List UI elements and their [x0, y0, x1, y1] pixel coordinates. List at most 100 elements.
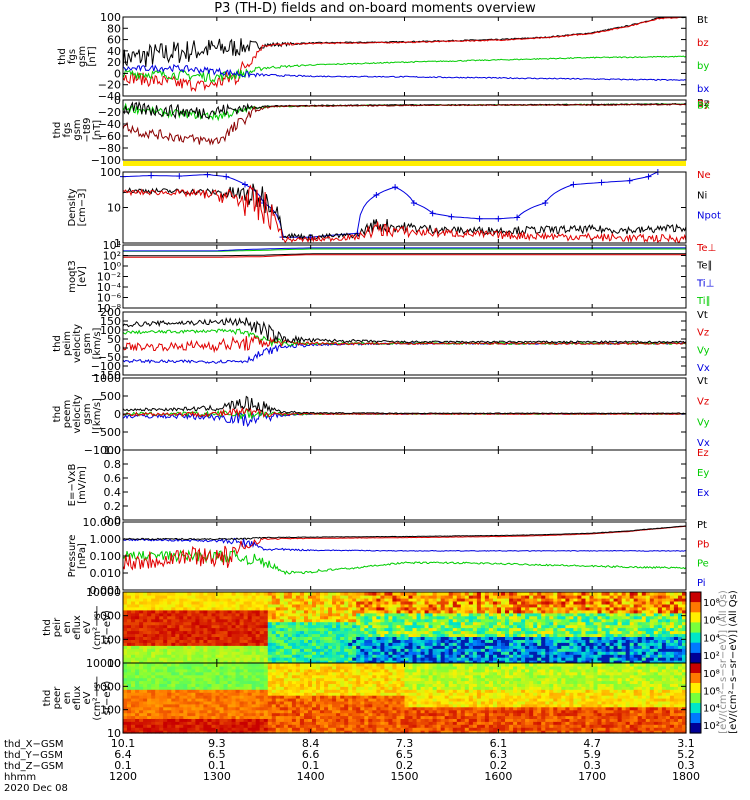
spectrogram-cell	[340, 592, 345, 596]
spectrogram-cell	[609, 595, 615, 599]
spectrogram-cell	[336, 648, 341, 652]
spectrogram-cell	[665, 654, 671, 658]
spectrogram-cell	[255, 695, 261, 699]
spectrogram-cell	[344, 660, 349, 664]
spectrogram-cell	[332, 595, 337, 599]
spectrogram-cell	[183, 700, 188, 705]
spectrogram-cell	[525, 615, 530, 620]
spectrogram-cell	[159, 603, 164, 608]
spectrogram-cell	[436, 639, 442, 643]
spectrogram-cell	[404, 627, 410, 632]
spectrogram-cell	[207, 654, 212, 658]
spectrogram-cell	[251, 660, 257, 664]
y-axis-label: [mV/m]	[77, 466, 88, 504]
spectrogram-cell	[251, 695, 257, 699]
spectrogram-cell	[191, 618, 196, 623]
spectrogram-cell	[501, 627, 506, 632]
spectrogram-cell	[332, 592, 337, 596]
spectrogram-cell	[436, 648, 442, 652]
spectrogram-cell	[255, 627, 261, 632]
spectrogram-cell	[283, 660, 289, 664]
spectrogram-cell	[183, 665, 188, 670]
spectrogram-cell	[673, 630, 679, 635]
spectrogram-cell	[460, 597, 466, 602]
spectrogram-cell	[123, 627, 128, 632]
spectrogram-cell	[388, 642, 393, 646]
spectrogram-cell	[665, 621, 671, 626]
spectrogram-cell	[332, 660, 337, 664]
spectrogram-cell	[621, 615, 627, 620]
spectrogram-cell	[509, 660, 514, 664]
spectrogram-cell	[605, 651, 611, 655]
spectrogram-cell	[308, 721, 313, 725]
spectrogram-cell	[637, 603, 643, 608]
spectrogram-cell	[159, 680, 164, 684]
spectrogram-cell	[637, 642, 643, 646]
spectrogram-cell	[408, 595, 414, 599]
spectrogram-cell	[360, 624, 365, 629]
spectrogram-cell	[601, 621, 607, 626]
spectrogram-cell	[645, 595, 651, 599]
spectrogram-cell	[131, 663, 136, 667]
spectrogram-cell	[211, 615, 217, 620]
spectrogram-cell	[235, 597, 241, 602]
spectrogram-cell	[456, 612, 462, 617]
spectrogram-cell	[279, 651, 285, 655]
spectrogram-cell	[259, 595, 265, 599]
spectrogram-cell	[613, 621, 619, 626]
spectrogram-cell	[155, 600, 160, 605]
spectrogram-cell	[215, 621, 221, 626]
spectrogram-cell	[231, 639, 237, 643]
spectrogram-cell	[187, 718, 192, 722]
spectrogram-cell	[525, 612, 530, 617]
spectrogram-cell	[219, 689, 225, 693]
spectrogram-cell	[263, 606, 269, 611]
spectrogram-cell	[468, 621, 474, 626]
data-point-Npot	[392, 184, 399, 191]
spectrogram-cell	[396, 639, 402, 643]
spectrogram-cell	[199, 695, 204, 699]
spectrogram-cell	[131, 677, 136, 682]
spectrogram-cell	[223, 727, 229, 731]
spectrogram-cell	[384, 648, 389, 652]
spectrogram-cell	[219, 700, 225, 705]
spectrogram-cell	[187, 663, 192, 667]
spectrogram-cell	[179, 645, 184, 649]
y-axis-label: fgs	[67, 49, 78, 64]
spectrogram-cell	[231, 651, 237, 655]
spectrogram-cell	[211, 654, 217, 658]
series-Vz	[122, 405, 687, 418]
spectrogram-cell	[561, 624, 566, 629]
spectrogram-cell	[384, 606, 389, 611]
spectrogram-cell	[275, 621, 281, 626]
spectrogram-cell	[661, 639, 667, 643]
spectrogram-cell	[493, 618, 498, 623]
spectrogram-cell	[529, 600, 534, 605]
spectrogram-cell	[304, 621, 309, 626]
spectrogram-cell	[356, 621, 361, 626]
spectrogram-cell	[633, 642, 639, 646]
spectrogram-cell	[316, 603, 321, 608]
spectrogram-cell	[239, 724, 245, 728]
spectrogram-cell	[231, 615, 237, 620]
spectrogram-cell	[179, 727, 184, 731]
spectrogram-cell	[127, 648, 132, 652]
spectrogram-cell	[444, 642, 450, 646]
spectrogram-cell	[179, 695, 184, 699]
spectrogram-cell	[348, 615, 353, 620]
spectrogram-cell	[255, 677, 261, 682]
spectrogram-cell	[163, 721, 168, 725]
spectrogram-cell	[661, 597, 667, 602]
spectrogram-cell	[344, 603, 349, 608]
spectrogram-cell	[541, 651, 546, 655]
spectrogram-cell	[167, 709, 172, 714]
spectrogram-cell	[239, 674, 245, 679]
spectrogram-cell	[147, 706, 152, 711]
spectrogram-cell	[653, 618, 659, 623]
spectrogram-cell	[657, 618, 663, 623]
spectrogram-cell	[645, 621, 651, 626]
spectrogram-cell	[404, 621, 410, 626]
spectrogram-cell	[215, 654, 221, 658]
spectrogram-cell	[669, 648, 675, 652]
spectrogram-cell	[215, 703, 221, 708]
